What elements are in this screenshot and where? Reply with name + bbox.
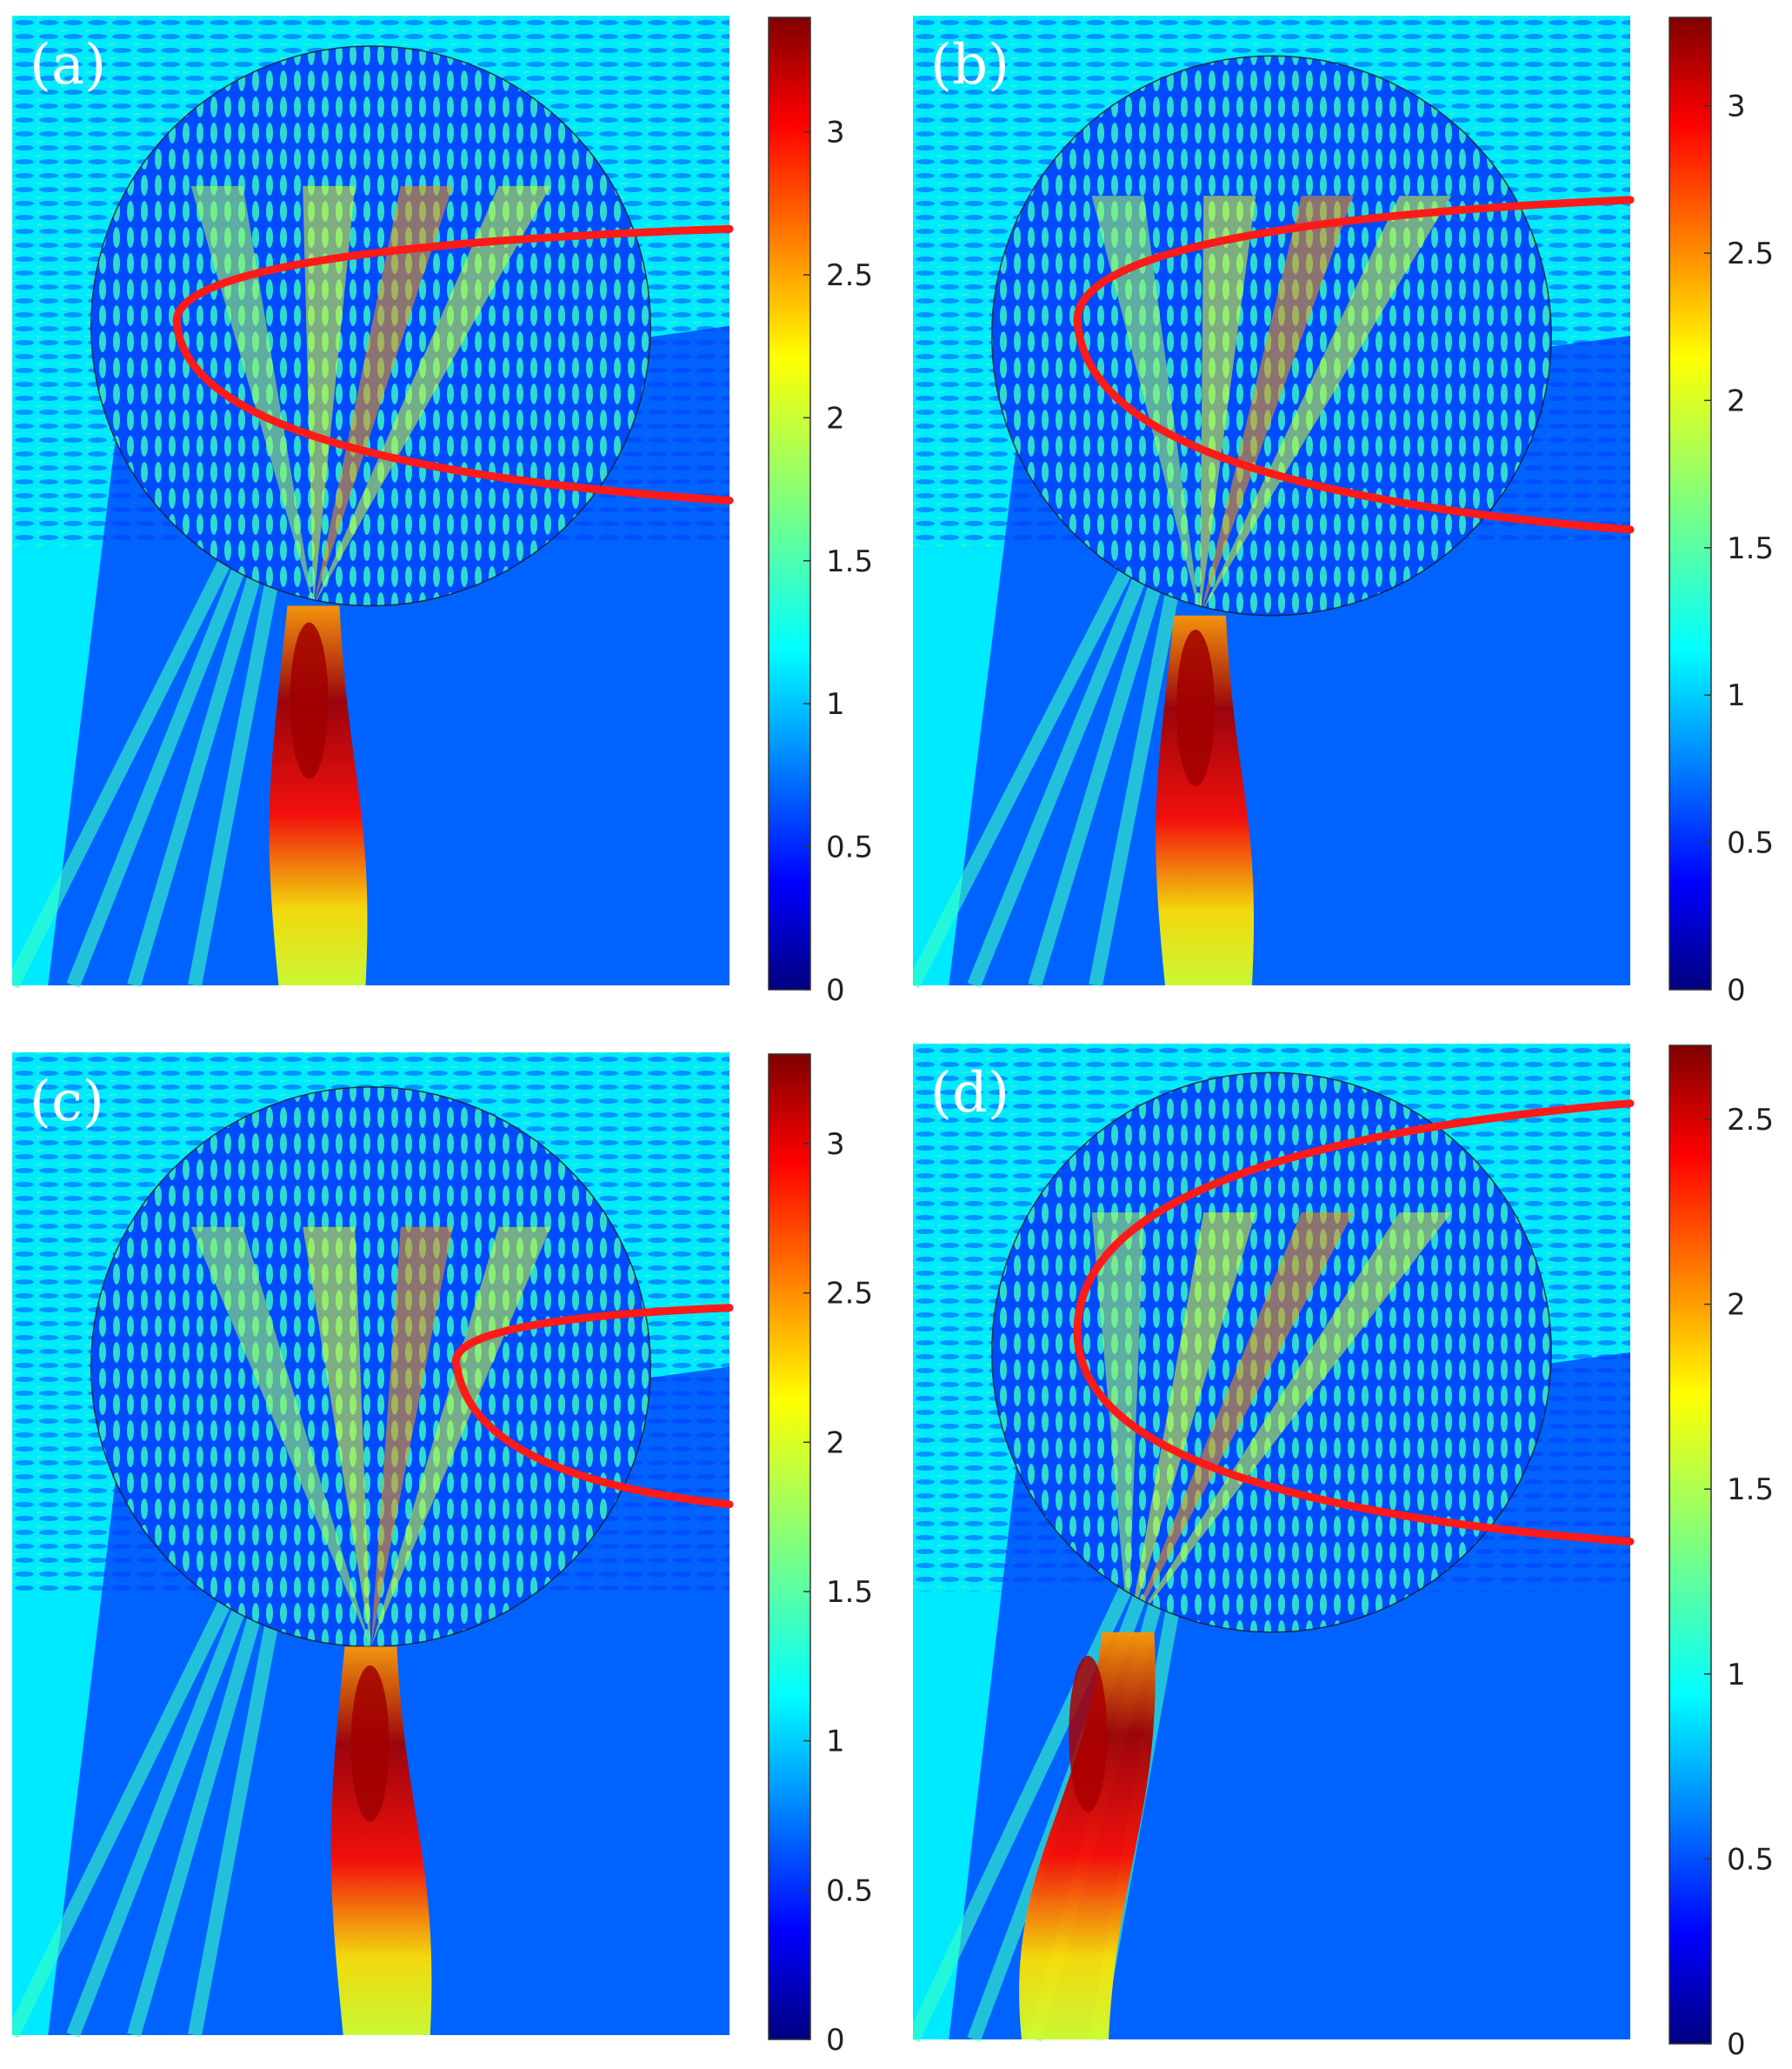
- colorbar-tick-label: 1.5: [1727, 1472, 1774, 1507]
- colorbar-tick-label: 2.5: [1727, 237, 1774, 271]
- colorbar-tick-label: 0: [1727, 973, 1746, 1007]
- colorbar: [1669, 17, 1712, 991]
- colorbar-tick-label: 2.5: [1727, 1103, 1774, 1138]
- colorbar-tick-label: 2: [1727, 384, 1746, 418]
- colorbar-tick-label: 1.5: [826, 544, 873, 579]
- colorbar-tick-label: 0: [826, 973, 845, 1007]
- chart-panel-b: (b) 0 0.5 1 1.5 2 2.5 3: [913, 16, 1774, 1007]
- colorbar-tick-label: 2.5: [826, 258, 873, 293]
- colorbar-tick-label: 0.5: [826, 831, 873, 865]
- colorbar: [1669, 1045, 1712, 2045]
- chart-panel-a: (a) 0 0.5 1 1.5 2 2.5 3: [12, 16, 873, 1007]
- colorbar-tick-label: 0.5: [1727, 826, 1774, 861]
- parabola-curve: [172, 224, 734, 504]
- colorbar-tick-label: 3: [826, 1127, 845, 1162]
- heatmap: [913, 16, 1630, 989]
- chart-panel-c: (c) 0 0.5 1 1.5 2 2.5 3: [12, 1052, 873, 2057]
- colorbar-tick-label: 0: [826, 2023, 845, 2057]
- panel-label: (b): [930, 33, 1009, 97]
- colorbar-tick-label: 1.5: [826, 1575, 873, 1610]
- colorbar-tick-label: 1: [826, 687, 845, 722]
- colorbar-tick-label: 3: [1727, 90, 1746, 124]
- panel-c: (c) 0 0.5 1 1.5 2 2.5 3: [12, 1052, 890, 2057]
- colorbar-tick-label: 1: [826, 1725, 845, 1759]
- colorbar-tick-label: 3: [826, 116, 845, 150]
- parabola-curve: [1073, 196, 1635, 534]
- colorbar-tick-label: 1: [1727, 678, 1746, 713]
- panel-label: (d): [930, 1061, 1009, 1125]
- colorbar-tick-label: 2: [826, 401, 845, 436]
- colorbar-tick-label: 2: [826, 1425, 845, 1460]
- colorbar-tick-label: 1: [1727, 1658, 1746, 1692]
- colorbar: [768, 17, 811, 991]
- panel-a: (a) 0 0.5 1 1.5 2 2.5 3: [12, 16, 890, 1007]
- colorbar-tick-label: 1.5: [1727, 531, 1774, 566]
- heatmap: [12, 1052, 729, 2039]
- colorbar-tick-label: 2.5: [826, 1277, 873, 1311]
- panel-label: (a): [30, 33, 106, 97]
- colorbar-tick-label: 0: [1727, 2027, 1746, 2061]
- colorbar-tick-label: 0.5: [1727, 1842, 1774, 1877]
- panel-label: (c): [30, 1070, 104, 1134]
- panel-b: (b) 0 0.5 1 1.5 2 2.5 3: [913, 16, 1791, 1007]
- parabola-curve: [451, 1304, 734, 1509]
- heatmap: [913, 1044, 1630, 2043]
- parabola-curve: [1073, 1099, 1635, 1545]
- colorbar-tick-label: 2: [1727, 1288, 1746, 1323]
- heatmap: [12, 16, 729, 989]
- chart-panel-d: (d) 0 0.5 1 1.5 2 2.5: [913, 1044, 1774, 2061]
- panel-d: (d) 0 0.5 1 1.5 2 2.5: [913, 1044, 1791, 2061]
- colorbar: [768, 1053, 811, 2040]
- colorbar-tick-label: 0.5: [826, 1873, 873, 1908]
